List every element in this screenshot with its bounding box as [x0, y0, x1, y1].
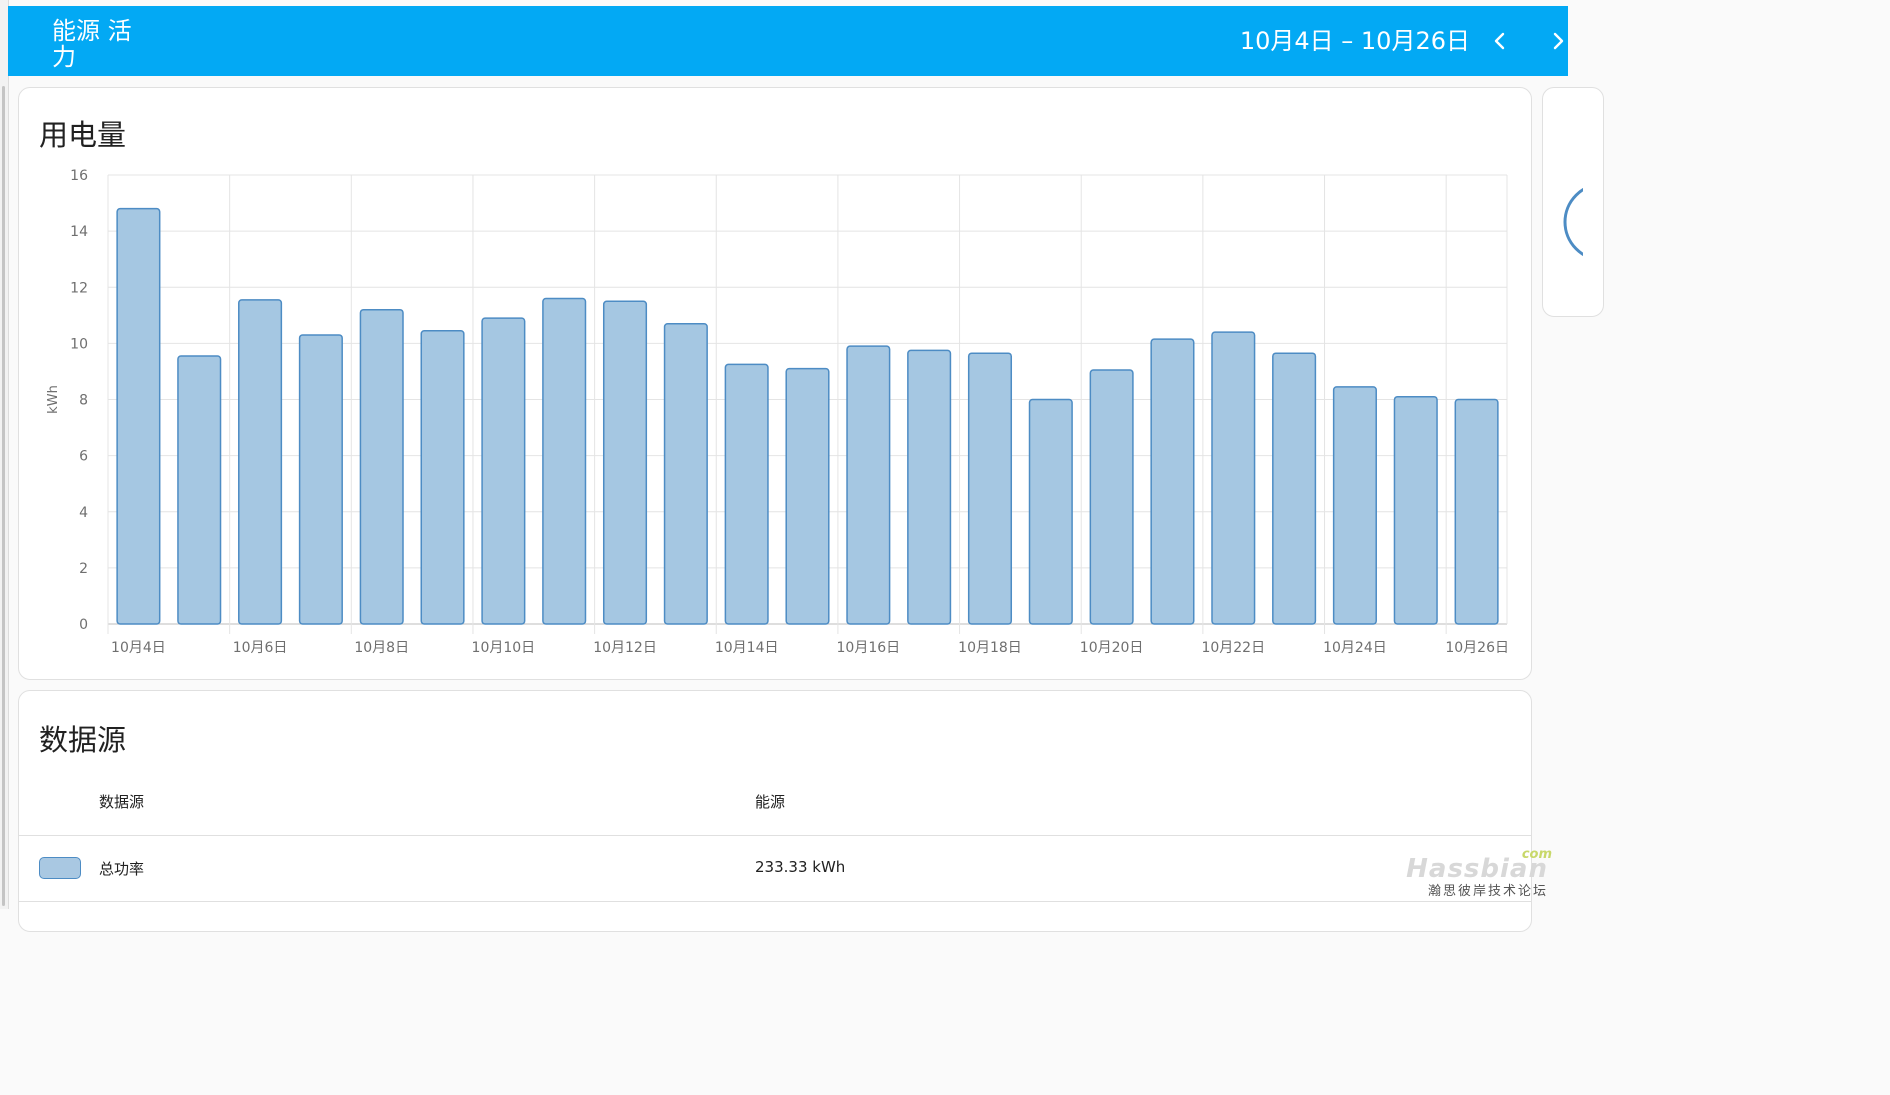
scrollbar-thumb[interactable]: [2, 86, 5, 906]
chevron-right-icon: [1553, 32, 1564, 50]
y-tick-label: 10: [70, 336, 88, 352]
y-tick-label: 8: [79, 393, 88, 409]
bar-11: [724, 363, 769, 625]
side-card-partial: [1542, 87, 1604, 317]
x-tick-label: 10月18日: [958, 640, 1022, 656]
x-tick-label: 10月26日: [1445, 640, 1509, 656]
bar-1: [116, 207, 161, 625]
table-divider: [19, 901, 1531, 902]
date-range: 10月4日 – 10月26日: [1239, 27, 1470, 55]
bar-16: [1028, 398, 1073, 625]
watermark-logo: Hassbian: [1406, 854, 1548, 884]
bar-22: [1393, 395, 1438, 625]
y-tick-label: 16: [70, 168, 88, 184]
bar-7: [481, 317, 526, 625]
bar-3: [238, 299, 283, 625]
x-tick-label: 10月24日: [1323, 640, 1387, 656]
x-tick-label: 10月14日: [715, 640, 779, 656]
bar-9: [602, 300, 648, 625]
bar-4: [298, 334, 343, 625]
energy-usage-title: 用电量: [39, 118, 127, 152]
x-tick-label: 10月4日: [111, 640, 166, 656]
x-tick-label: 10月6日: [233, 640, 288, 656]
previous-period-button[interactable]: [1483, 24, 1517, 58]
x-tick-label: 10月20日: [1080, 640, 1144, 656]
bar-12: [785, 367, 830, 625]
bar-21: [1332, 386, 1377, 625]
y-axis-label: kWh: [46, 385, 61, 414]
chevron-left-icon: [1494, 32, 1505, 50]
bar-19: [1211, 331, 1256, 625]
y-tick-label: 12: [70, 280, 88, 296]
y-tick-label: 2: [79, 561, 88, 577]
x-tick-label: 10月22日: [1201, 640, 1265, 656]
y-tick-label: 4: [79, 505, 88, 521]
energy-usage-card: 用电量 0 2 4 6 8 10 12 14 16 kWh 10月4日 10月6日 10月8日 10月10…: [18, 87, 1532, 680]
bar-14: [907, 349, 952, 625]
page-title: 能源 活力: [52, 17, 132, 71]
column-header-source[interactable]: 数据源: [99, 793, 145, 811]
app-header: 能源 活力 10月4日 – 10月26日: [8, 6, 1568, 76]
y-tick-label: 0: [79, 617, 88, 633]
bar-6: [420, 329, 465, 625]
gauge-ring-icon: [1563, 187, 1583, 257]
table-divider: [19, 835, 1531, 836]
source-color-swatch: [39, 857, 81, 879]
forum-watermark: Hassbian com 瀚思彼岸技术论坛: [1406, 847, 1552, 901]
x-tick-label: 10月12日: [593, 640, 657, 656]
bar-15: [967, 352, 1013, 625]
energy-usage-chart: 0 2 4 6 8 10 12 14 16 kWh 10月4日 10月6日 10月8日 10月10日 10月…: [46, 168, 1509, 656]
x-tick-label: 10月16日: [837, 640, 901, 656]
bar-5: [359, 308, 404, 625]
y-tick-label: 6: [79, 449, 88, 465]
source-name: 总功率: [99, 860, 145, 878]
bar-8: [542, 297, 587, 625]
bar-10: [663, 322, 708, 625]
column-header-energy[interactable]: 能源: [755, 793, 786, 811]
bar-13: [846, 345, 891, 625]
x-tick-label: 10月10日: [472, 640, 536, 656]
x-tick-label: 10月8日: [354, 640, 409, 656]
bar-2: [177, 355, 222, 625]
y-tick-label: 14: [70, 224, 88, 240]
bar-23: [1454, 398, 1499, 625]
source-energy-value: 233.33 kWh: [755, 858, 846, 876]
watermark-subtitle: 瀚思彼岸技术论坛: [1427, 884, 1548, 899]
next-period-button[interactable]: [1541, 24, 1575, 58]
left-scrollbar[interactable]: [0, 0, 9, 909]
bar-17: [1089, 369, 1134, 625]
data-sources-card: 数据源 数据源 能源 总功率 233.33 kWh: [18, 690, 1532, 932]
window-top-edge: [0, 0, 1568, 6]
bar-20: [1272, 352, 1317, 625]
watermark-com: com: [1521, 847, 1552, 862]
bar-18: [1150, 338, 1195, 625]
data-sources-title: 数据源: [39, 723, 127, 757]
